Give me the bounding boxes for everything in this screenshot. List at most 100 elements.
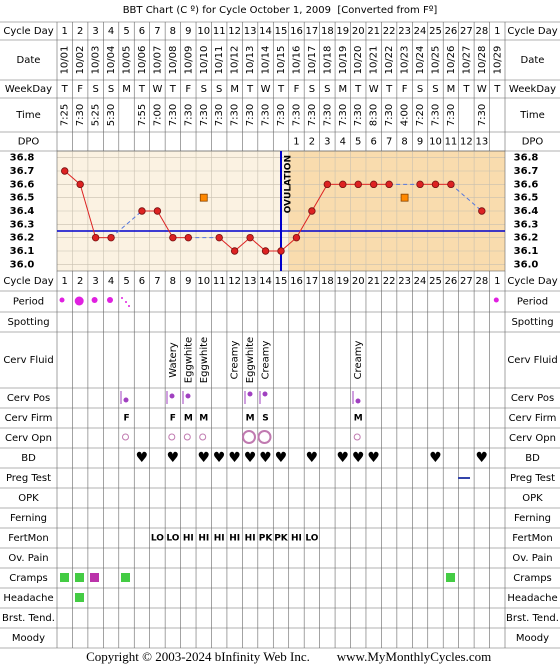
cell-text: Creamy xyxy=(353,341,364,380)
spotting-dot xyxy=(128,305,130,307)
date: 10/11 xyxy=(214,46,225,75)
cycle-day: 8 xyxy=(170,26,176,37)
cycle-day: 1 xyxy=(494,276,500,287)
y-tick-label: 36.8 xyxy=(10,153,35,164)
cell-text: S xyxy=(262,414,268,424)
row-label: FertMon xyxy=(512,533,552,544)
icons xyxy=(59,296,499,602)
cycle-day: 15 xyxy=(275,276,288,287)
weekday: W xyxy=(261,84,271,95)
cell-text: Creamy xyxy=(261,341,272,380)
date: 10/12 xyxy=(230,46,241,75)
weekday: F xyxy=(185,84,191,95)
row-label: Cerv Opn xyxy=(509,433,556,444)
cycle-day: 18 xyxy=(321,26,334,37)
temp-point xyxy=(107,233,115,242)
cell-text: Eggwhite xyxy=(245,337,256,383)
row-label: Cerv Opn xyxy=(5,433,52,444)
y-tick-label: 36.6 xyxy=(514,179,539,190)
time: 7:30 xyxy=(199,104,210,126)
time: 8:30 xyxy=(369,104,380,126)
cycle-day: 7 xyxy=(154,276,160,287)
cycle-day: 1 xyxy=(494,26,500,37)
cycle-day: 16 xyxy=(290,26,303,37)
cell-text: M xyxy=(199,414,208,424)
temp-point xyxy=(261,247,270,255)
cycle-day: 2 xyxy=(77,276,83,287)
cycle-day: 14 xyxy=(259,26,272,37)
cell-text: ♥ xyxy=(352,450,365,466)
cell-text: ♥ xyxy=(228,450,241,466)
temp-point xyxy=(308,207,316,215)
time: 7:00 xyxy=(152,104,163,126)
cell-text: HI xyxy=(229,534,240,544)
cell-text: Creamy xyxy=(230,341,241,380)
row-label: Moody xyxy=(12,633,45,644)
date: 10/03 xyxy=(91,46,102,75)
time: 7:30 xyxy=(261,104,272,126)
headache-icon xyxy=(75,593,84,602)
weekday: T xyxy=(354,84,362,95)
time: 7:30 xyxy=(322,104,333,126)
temp-point xyxy=(431,180,440,189)
time: 7:25 xyxy=(60,104,71,126)
weekday: T xyxy=(138,84,146,95)
cycle-day: 27 xyxy=(460,26,473,37)
cycle-day: 2 xyxy=(77,26,83,37)
date: 10/27 xyxy=(461,46,472,75)
cycle-day: 5 xyxy=(123,26,129,37)
cell-text: ♥ xyxy=(429,450,442,466)
discarded-temp xyxy=(400,193,409,202)
cramps-icon xyxy=(121,573,130,582)
cycle-day: 28 xyxy=(475,276,488,287)
dpo: 6 xyxy=(371,137,377,148)
cell-text: Watery xyxy=(168,342,179,378)
weekday: T xyxy=(169,84,177,95)
row-label: Ov. Pain xyxy=(8,553,48,564)
row-label: Headache xyxy=(507,593,557,604)
cell-text: ♥ xyxy=(476,450,489,466)
cycle-day: 9 xyxy=(185,26,191,37)
weekday: M xyxy=(447,84,456,95)
date: 10/28 xyxy=(477,46,488,75)
period-icon xyxy=(74,296,84,306)
spotting-dot xyxy=(125,301,127,303)
time: 7:30 xyxy=(353,104,364,126)
time: 7:20 xyxy=(415,104,426,126)
cell-text: HI xyxy=(198,534,209,544)
time: 7:30 xyxy=(276,104,287,126)
temp-point xyxy=(323,180,332,189)
weekday: W xyxy=(369,84,379,95)
weekday: F xyxy=(77,84,83,95)
date: 10/23 xyxy=(400,46,411,75)
cycle-day: 19 xyxy=(336,26,349,37)
cell-text: HI xyxy=(291,534,302,544)
cycle-day: 3 xyxy=(92,26,98,37)
cycle-day: 4 xyxy=(108,26,114,37)
row-label: Cerv Fluid xyxy=(3,355,53,366)
time: 7:30 xyxy=(75,104,86,126)
cell-text: Eggwhite xyxy=(183,337,194,383)
cycle-day: 6 xyxy=(139,276,145,287)
y-tick-label: 36.2 xyxy=(514,233,539,244)
date: 10/17 xyxy=(307,46,318,75)
cell-text: LO xyxy=(166,534,179,544)
cycle-day: 28 xyxy=(475,26,488,37)
row-label: OPK xyxy=(18,493,39,504)
row-label: FertMon xyxy=(8,533,48,544)
weekday: M xyxy=(122,84,131,95)
cycle-day: 26 xyxy=(445,276,458,287)
row-label: Ov. Pain xyxy=(512,553,552,564)
y-tick-label: 36.3 xyxy=(514,219,539,230)
cycle-day: 13 xyxy=(244,276,257,287)
date: 10/26 xyxy=(446,46,457,75)
row-label: Date xyxy=(521,55,545,66)
cycle-day: 23 xyxy=(398,276,411,287)
cell-text: ♥ xyxy=(259,450,272,466)
site-url: www.MyMonthlyCycles.com xyxy=(337,649,491,664)
dpo: 12 xyxy=(460,137,473,148)
date: 10/14 xyxy=(261,46,272,75)
row-label: Brst. Tend. xyxy=(506,613,559,624)
